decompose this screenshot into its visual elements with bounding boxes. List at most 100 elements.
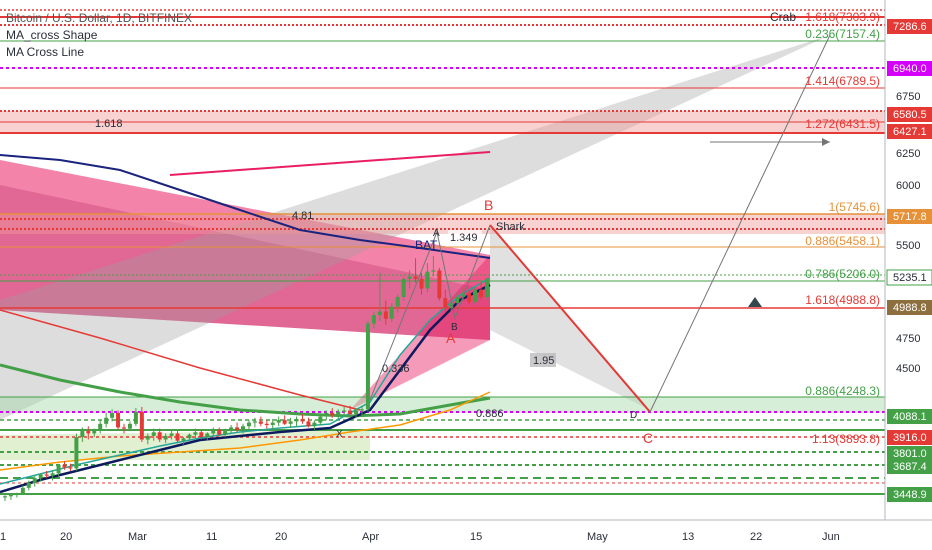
up-triangle-marker — [748, 297, 762, 307]
candle-body — [151, 432, 156, 436]
candle-body — [342, 410, 347, 412]
candle-body — [3, 496, 7, 498]
annotation-0-336: 0.336 — [382, 363, 410, 375]
candle-body — [241, 426, 245, 430]
candle-body — [318, 416, 323, 423]
price-label: 4088.1 — [893, 411, 927, 423]
indicator-ma-cross-line[interactable]: MA Cross Line — [6, 45, 85, 59]
candle-body — [419, 278, 424, 289]
fib-label: 1.618(7303.9) — [805, 10, 880, 24]
time-tick: 20 — [275, 531, 287, 543]
fib-label: 0.886(4248.3) — [805, 384, 880, 398]
candle-body — [229, 427, 234, 432]
annotation-1-349: 1.349 — [450, 232, 478, 244]
candle-body — [354, 410, 359, 415]
candle-body — [235, 427, 240, 430]
annotation-x: X — [336, 429, 343, 440]
time-tick: 22 — [750, 531, 762, 543]
candle-body — [98, 423, 103, 430]
annotation-a-top: A — [433, 228, 440, 239]
time-axis[interactable]: 1 20 Mar 11 20 Apr 15 May 13 22 Jun — [0, 519, 932, 550]
candle-body — [348, 410, 353, 415]
annotations: Crab 1.618 4.81 1.349 BAT Shark 1.95 0.3… — [95, 10, 796, 446]
annotation-0-886: 0.886 — [476, 408, 504, 420]
fib-label: 1(5745.6) — [829, 200, 880, 214]
ma-green — [0, 363, 491, 418]
annotation-crab: Crab — [770, 10, 796, 24]
fib-label: 0.786(5206.0) — [805, 267, 880, 281]
ma-red-lower — [0, 309, 361, 411]
gray-projection-wedge — [0, 35, 830, 420]
candle-body — [407, 276, 412, 279]
candle-body — [68, 467, 73, 469]
candle-body — [74, 437, 79, 469]
annotation-c-red: C — [643, 430, 653, 446]
candle-body — [484, 278, 489, 297]
candle-body — [50, 473, 55, 476]
annotation-a-red: A — [446, 330, 456, 346]
candle-body — [133, 411, 138, 424]
annotation-b-low: B — [451, 322, 458, 333]
candle-body — [199, 432, 204, 438]
bat-line — [369, 224, 491, 401]
candle-body — [371, 315, 376, 324]
candle-body — [86, 431, 91, 434]
candle-body — [223, 431, 228, 435]
price-tick: 4750 — [896, 333, 920, 345]
candle-body — [383, 311, 388, 319]
candle-body — [193, 432, 198, 435]
annotation-bat: BAT — [415, 238, 438, 252]
price-label: 6427.1 — [893, 126, 927, 138]
candle-body — [449, 303, 454, 308]
candle-body — [163, 435, 168, 440]
candle-body — [157, 432, 162, 440]
ma-fast-teal — [0, 277, 491, 485]
candle-body — [32, 478, 37, 483]
fib-label: 0.886(5458.1) — [805, 234, 880, 248]
symbol-title[interactable]: Bitcoin / U.S. Dollar, 1D, BITFINEX — [6, 11, 193, 25]
ma-orange — [0, 391, 491, 471]
time-tick: 15 — [470, 531, 482, 543]
candle-body — [127, 423, 132, 429]
candle-body — [62, 464, 67, 468]
pattern-lines — [369, 34, 831, 413]
candles — [3, 255, 489, 502]
candle-body — [282, 420, 287, 424]
price-axis[interactable]: 6750 6250 6000 5500 4750 4500 7286.6 694… — [884, 0, 932, 520]
candle-body — [14, 493, 19, 496]
pink-pattern-zone — [0, 160, 490, 340]
annotation-d: D — [630, 410, 637, 421]
price-label: 3916.0 — [893, 432, 927, 444]
candle-body — [312, 422, 317, 427]
candle-body — [377, 311, 382, 316]
candle-body — [258, 421, 263, 424]
price-label: 4988.8 — [893, 302, 927, 314]
price-label: 3801.0 — [893, 448, 927, 460]
annotation-b-red: B — [484, 197, 493, 213]
shark-pattern — [489, 224, 651, 413]
candle-body — [437, 270, 442, 299]
candle-body — [294, 418, 299, 422]
fib-labels: 1.618(7303.9) 0.236(7157.4) 1.414(6789.5… — [805, 10, 880, 446]
candle-body — [139, 411, 144, 440]
candle-body — [288, 421, 293, 424]
time-tick: Jun — [822, 531, 840, 543]
indicator-ma-cross-shape[interactable]: MA_cross Shape — [6, 28, 98, 42]
candle-body — [401, 278, 406, 297]
price-label: 5717.8 — [893, 211, 927, 223]
candle-body — [306, 421, 311, 427]
time-tick: 20 — [60, 531, 72, 543]
candle-body — [122, 427, 126, 429]
candle-body — [425, 271, 430, 289]
candle-body — [181, 438, 186, 441]
candle-body — [300, 418, 305, 422]
candle-body — [8, 495, 13, 497]
time-tick: 1 — [0, 531, 6, 543]
candle-body — [92, 429, 97, 434]
harmonic-zones — [0, 35, 830, 460]
candle-body — [479, 289, 483, 297]
time-tick: 13 — [682, 531, 694, 543]
candle-body — [330, 412, 335, 416]
candle-body — [467, 293, 472, 302]
